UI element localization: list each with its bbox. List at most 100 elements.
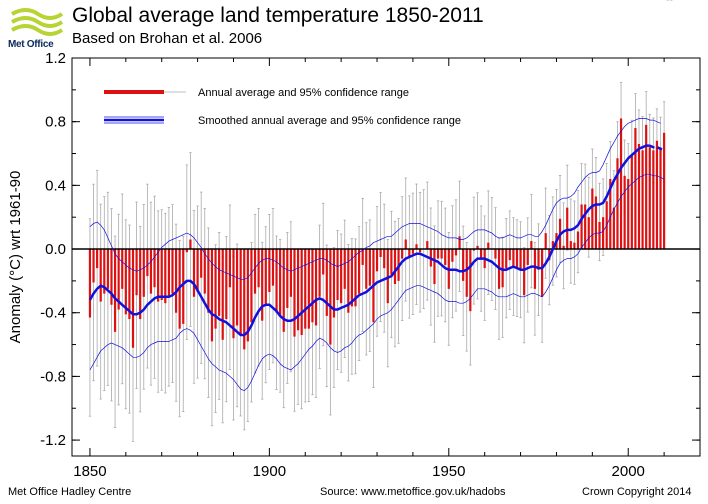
bar bbox=[365, 249, 368, 289]
chart-title: Global average land temperature 1850-201… bbox=[72, 4, 484, 27]
bar bbox=[304, 249, 307, 329]
bar bbox=[92, 249, 95, 283]
bar bbox=[232, 249, 235, 339]
x-tick-label: 1850 bbox=[73, 463, 106, 480]
y-tick-label: -1.2 bbox=[40, 432, 66, 449]
smoothed-line-dashed bbox=[649, 144, 665, 152]
met-office-logo-icon bbox=[11, 8, 64, 36]
bar bbox=[296, 249, 300, 331]
bar bbox=[96, 249, 99, 269]
bar bbox=[124, 249, 127, 315]
chart-subtitle: Based on Brohan et al. 2006 bbox=[72, 30, 263, 47]
bar bbox=[487, 242, 490, 250]
bar bbox=[390, 249, 393, 275]
bar bbox=[591, 188, 594, 250]
bar bbox=[637, 143, 641, 250]
bar bbox=[512, 249, 515, 267]
bar bbox=[630, 155, 633, 250]
bar bbox=[268, 249, 271, 293]
bar bbox=[347, 249, 350, 313]
bar bbox=[523, 249, 526, 296]
bar bbox=[246, 249, 249, 342]
bar bbox=[386, 249, 389, 304]
bar bbox=[139, 249, 142, 320]
bar bbox=[576, 231, 580, 250]
bar bbox=[329, 249, 332, 345]
bar bbox=[142, 249, 145, 297]
bar bbox=[340, 249, 343, 304]
bar bbox=[357, 249, 361, 294]
bar bbox=[472, 249, 476, 251]
bar bbox=[113, 249, 117, 332]
bar bbox=[103, 249, 106, 294]
bar bbox=[551, 241, 554, 250]
bar bbox=[257, 249, 260, 288]
bar bbox=[149, 249, 153, 294]
y-tick-label: -0.4 bbox=[40, 305, 66, 322]
y-axis-label: Anomaly (°C) wrt 1961-90 bbox=[7, 171, 24, 344]
bar bbox=[533, 249, 537, 289]
bar bbox=[128, 249, 131, 320]
bar bbox=[210, 249, 214, 342]
bar bbox=[505, 249, 508, 269]
bar bbox=[307, 249, 310, 329]
bar bbox=[157, 249, 160, 302]
bar bbox=[200, 249, 203, 278]
bar bbox=[494, 249, 497, 259]
bar bbox=[336, 249, 339, 300]
bar bbox=[663, 132, 666, 250]
bar bbox=[587, 217, 590, 250]
bar bbox=[652, 150, 655, 250]
legend: Annual average and 95% confidence range S… bbox=[104, 87, 461, 127]
bar bbox=[160, 249, 163, 300]
bar bbox=[322, 249, 325, 275]
bar bbox=[235, 249, 239, 326]
bar bbox=[350, 249, 354, 307]
bar bbox=[253, 249, 257, 294]
bar bbox=[602, 217, 605, 250]
smoothed-lower-line bbox=[89, 173, 665, 392]
bar bbox=[343, 249, 346, 289]
y-tick-label: 0.0 bbox=[45, 241, 66, 258]
bar bbox=[612, 207, 615, 250]
bar bbox=[515, 249, 519, 269]
bar bbox=[106, 249, 109, 289]
y-tick-label: 0.4 bbox=[45, 177, 66, 194]
bar bbox=[264, 249, 267, 305]
bar bbox=[451, 249, 454, 262]
plot-frame bbox=[71, 57, 701, 457]
legend-label-annual: Annual average and 95% confidence range bbox=[198, 87, 409, 99]
x-tick-label: 2000 bbox=[612, 463, 645, 480]
bar bbox=[293, 249, 296, 337]
bar bbox=[354, 249, 357, 307]
bar bbox=[404, 239, 407, 250]
bar bbox=[598, 221, 601, 250]
bar bbox=[580, 204, 583, 250]
bar bbox=[541, 249, 544, 297]
bar bbox=[250, 249, 253, 323]
bar bbox=[314, 249, 318, 326]
bar bbox=[243, 249, 246, 350]
bar bbox=[562, 245, 565, 250]
bar bbox=[379, 249, 382, 257]
bar bbox=[225, 249, 228, 320]
bar bbox=[318, 249, 321, 297]
bar bbox=[121, 249, 124, 289]
bar bbox=[623, 175, 626, 250]
bar bbox=[569, 241, 572, 250]
bar bbox=[465, 249, 468, 297]
bar bbox=[214, 249, 217, 329]
bar bbox=[659, 148, 662, 250]
bar bbox=[408, 249, 411, 257]
bar bbox=[458, 236, 461, 250]
y-tick-label: 0.8 bbox=[45, 114, 66, 131]
bar bbox=[174, 249, 178, 313]
bar bbox=[185, 249, 188, 253]
smoothed-upper-line bbox=[89, 118, 661, 280]
bar bbox=[634, 128, 637, 250]
bar bbox=[501, 249, 504, 288]
bar bbox=[433, 249, 436, 285]
bar bbox=[117, 249, 120, 310]
x-tick-label: 1900 bbox=[253, 463, 286, 480]
